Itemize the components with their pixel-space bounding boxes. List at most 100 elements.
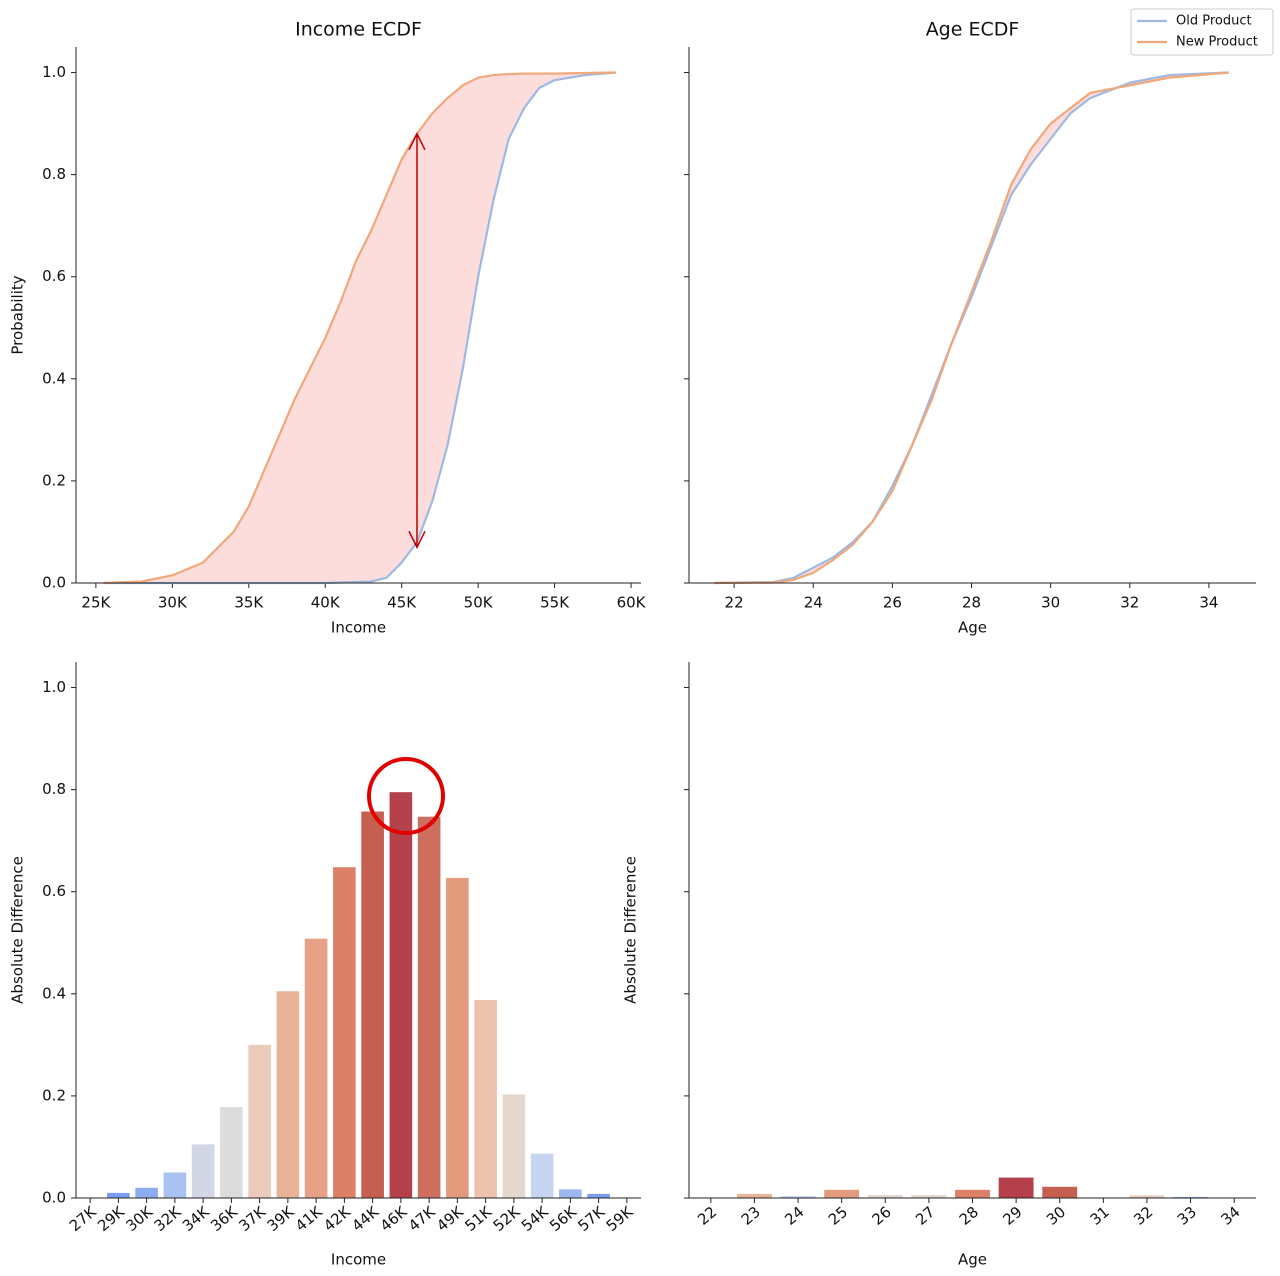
bar <box>1129 1195 1165 1198</box>
x-axis-label: Income <box>331 619 386 637</box>
y-tick-label: 0.8 <box>42 780 66 798</box>
x-tick-label: 41K <box>292 1202 327 1235</box>
x-tick-label: 22 <box>694 1203 720 1229</box>
bar <box>955 1189 990 1198</box>
bar <box>736 1193 772 1198</box>
subplot-title: Income ECDF <box>295 19 422 41</box>
x-tick-label: 30 <box>1041 594 1060 612</box>
bar <box>220 1107 243 1198</box>
x-tick-label: 57K <box>574 1202 609 1235</box>
bar <box>163 1172 187 1198</box>
x-tick-label: 34K <box>179 1202 214 1235</box>
subplot: Absolute Difference 22 23 24 25 26 27 28 29 30 31 3… <box>622 662 1256 1269</box>
y-axis-label: Absolute Difference <box>622 856 640 1004</box>
legend-label: New Product <box>1176 35 1258 50</box>
x-tick-label: 34 <box>1199 594 1218 612</box>
ecdf-line <box>103 71 616 585</box>
bar <box>824 1189 860 1198</box>
x-tick-label: 26 <box>869 1203 895 1229</box>
bar <box>780 1196 816 1198</box>
y-tick-label: 0.4 <box>42 984 66 1002</box>
bar <box>248 1044 271 1198</box>
y-tick-label: 0.8 <box>42 165 66 183</box>
x-tick-label: 44K <box>348 1202 383 1235</box>
y-axis-label: Absolute Difference <box>9 856 27 1004</box>
x-axis-label: Age <box>958 1251 987 1269</box>
x-axis-label: Income <box>331 1251 386 1269</box>
x-tick-label: 50K <box>464 594 494 612</box>
bar <box>474 999 497 1198</box>
bar <box>502 1094 526 1198</box>
x-tick-label: 55K <box>540 594 570 612</box>
bar <box>998 1177 1034 1198</box>
x-tick-label: 39K <box>264 1202 299 1235</box>
bar <box>1173 1196 1209 1198</box>
x-tick-label: 56K <box>546 1202 581 1235</box>
x-tick-label: 27 <box>912 1203 938 1229</box>
x-tick-label: 24 <box>781 1203 807 1229</box>
x-tick-label: 45K <box>387 594 417 612</box>
bar <box>361 811 384 1198</box>
y-tick-label: 0.6 <box>42 267 66 285</box>
subplot-title: Age ECDF <box>926 19 1020 41</box>
legend-label: Old Product <box>1176 14 1252 29</box>
bar <box>389 792 413 1198</box>
bar <box>191 1144 215 1198</box>
x-tick-label: 32 <box>1120 594 1139 612</box>
x-tick-label: 30K <box>122 1202 157 1235</box>
subplot: Age ECDF 22 24 26 28 30 32 34 Old Product New Pro… <box>684 8 1274 637</box>
x-tick-label: 25 <box>825 1203 851 1229</box>
x-tick-label: 25K <box>81 594 111 612</box>
bar <box>1042 1186 1078 1198</box>
bar <box>107 1192 130 1198</box>
ecdf-line <box>714 71 1229 585</box>
bar <box>867 1194 903 1198</box>
x-tick-label: 32K <box>151 1202 186 1235</box>
subplot: 0.0 0.2 0.4 0.6 0.8 1.0 Income ECDF Probability… <box>9 19 647 637</box>
bar <box>333 867 356 1198</box>
x-tick-label: 33 <box>1174 1203 1200 1229</box>
difference-fill <box>103 72 616 584</box>
bar <box>304 938 328 1198</box>
y-tick-label: 0.0 <box>42 574 66 592</box>
x-tick-label: 46K <box>377 1202 412 1235</box>
x-tick-label: 31 <box>1087 1203 1113 1229</box>
bar <box>559 1189 582 1198</box>
bar <box>530 1153 554 1198</box>
x-axis-label: Age <box>958 619 987 637</box>
y-axis-label: Probability <box>9 275 27 354</box>
bar <box>135 1187 158 1198</box>
x-tick-label: 59K <box>603 1202 638 1235</box>
x-tick-label: 42K <box>320 1202 355 1235</box>
x-tick-label: 28 <box>962 594 981 612</box>
ecdf-line <box>714 71 1229 585</box>
x-tick-label: 54K <box>518 1202 553 1235</box>
y-tick-label: 0.6 <box>42 882 66 900</box>
x-tick-label: 51K <box>461 1202 496 1235</box>
bar <box>911 1194 947 1198</box>
y-tick-label: 0.4 <box>42 369 66 387</box>
x-tick-label: 49K <box>433 1202 468 1235</box>
y-tick-label: 1.0 <box>42 63 66 81</box>
bar <box>417 816 441 1198</box>
x-tick-label: 24 <box>804 594 823 612</box>
x-tick-label: 37K <box>235 1202 270 1235</box>
difference-fill <box>714 72 1229 584</box>
x-tick-label: 47K <box>405 1202 440 1235</box>
x-tick-label: 35K <box>234 594 264 612</box>
x-tick-label: 29K <box>94 1202 129 1235</box>
x-tick-label: 32 <box>1130 1203 1156 1229</box>
x-tick-label: 27K <box>66 1202 101 1235</box>
x-tick-label: 60K <box>617 594 647 612</box>
highlight-circle <box>367 757 445 835</box>
x-tick-label: 52K <box>490 1202 525 1235</box>
x-tick-label: 28 <box>956 1203 982 1229</box>
y-tick-label: 1.0 <box>42 678 66 696</box>
y-tick-label: 0.2 <box>42 1086 66 1104</box>
bar <box>587 1193 610 1198</box>
arrow-head <box>408 132 426 151</box>
x-tick-label: 30K <box>158 594 188 612</box>
y-tick-label: 0.2 <box>42 471 66 489</box>
x-tick-label: 23 <box>738 1203 764 1229</box>
